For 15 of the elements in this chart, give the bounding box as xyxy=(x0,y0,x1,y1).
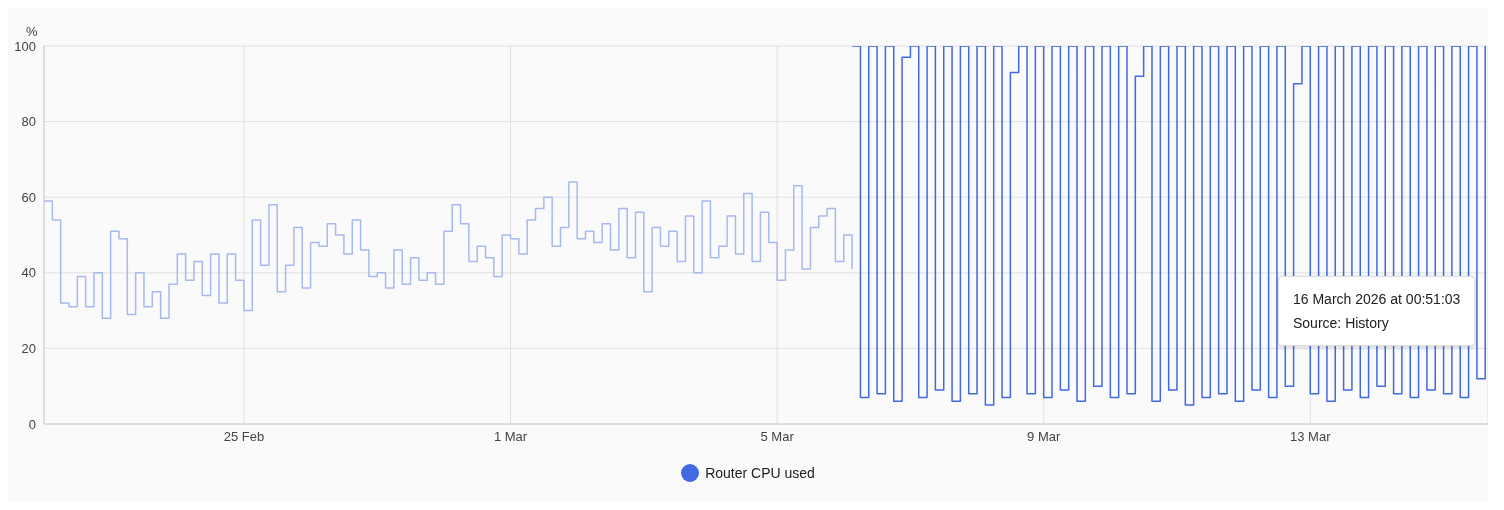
annotation: 16 March 2026 at 00:51:03 xyxy=(1293,290,1461,309)
x-tick-label: 13 Mar xyxy=(1290,429,1332,445)
y-tick-label: 60 xyxy=(21,189,36,205)
x-tick-label: 1 Mar xyxy=(493,429,528,445)
x-tick-label: 9 Mar xyxy=(1027,429,1061,445)
legend-label: Router CPU used xyxy=(705,465,815,481)
y-tick-label: 0 xyxy=(28,416,36,432)
y-tick-label: 100 xyxy=(14,38,36,54)
y-tick-label: 20 xyxy=(21,341,36,357)
x-tick-label: 5 Mar xyxy=(760,429,795,445)
annotation: Source: History xyxy=(1293,314,1390,333)
x-tick-label: 25 Feb xyxy=(223,429,265,445)
y-tick-label: 40 xyxy=(21,265,36,281)
y-axis-title: % xyxy=(26,24,38,39)
y-tick-label: 80 xyxy=(21,114,36,130)
